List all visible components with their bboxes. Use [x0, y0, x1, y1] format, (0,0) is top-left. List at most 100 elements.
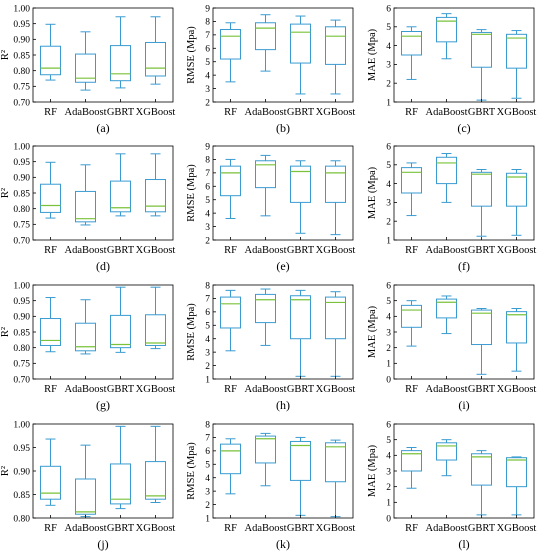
- chart-panel: 0 1 2 3 4 5 6 MAE (Mpa) RF AdaBoost GBRT XGBoost (i): [367, 281, 536, 412]
- box-iqr: [436, 298, 457, 319]
- category-label: AdaBoost: [65, 384, 107, 395]
- y-tick-label: 0.80: [13, 67, 30, 77]
- y-tick-label: 1: [386, 236, 391, 246]
- box-iqr: [471, 309, 492, 346]
- y-tick-label: 8: [205, 281, 210, 291]
- category-label: GBRT: [468, 107, 496, 118]
- box-iqr: [401, 450, 422, 472]
- category-label: XGBoost: [497, 384, 537, 395]
- box-iqr: [506, 172, 527, 207]
- box-iqr: [506, 311, 527, 344]
- category-label: AdaBoost: [65, 523, 107, 534]
- y-tick-label: 8: [205, 18, 210, 28]
- y-tick-label: 8: [205, 156, 210, 166]
- y-tick-label: 0.85: [13, 328, 30, 338]
- box-iqr: [436, 442, 457, 461]
- category-label: RF: [405, 107, 418, 118]
- y-tick-label: 1: [386, 98, 391, 108]
- category-label: GBRT: [468, 384, 496, 395]
- y-tick-label: 2: [205, 236, 210, 246]
- y-axis-label: MAE (Mpa): [367, 305, 378, 358]
- y-tick-label: 5: [386, 436, 391, 446]
- category-label: GBRT: [107, 245, 135, 256]
- box-iqr: [75, 322, 96, 352]
- box-iqr: [145, 179, 166, 213]
- y-tick-label: 6: [205, 447, 210, 457]
- y-tick-label: 0.80: [13, 344, 30, 354]
- y-tick-label: 3: [386, 328, 391, 338]
- box-iqr: [401, 304, 422, 328]
- box-iqr: [506, 457, 527, 488]
- panel-letter: (b): [276, 121, 290, 135]
- y-tick-label: 7: [205, 31, 210, 41]
- box-iqr: [401, 167, 422, 194]
- box-iqr: [75, 53, 96, 83]
- y-tick-label: 3: [205, 487, 210, 497]
- y-tick-label: 6: [386, 4, 391, 14]
- category-label: RF: [405, 523, 418, 534]
- y-axis-label: R²: [0, 50, 11, 60]
- box-iqr: [145, 41, 166, 77]
- category-label: AdaBoost: [245, 384, 287, 395]
- category-label: RF: [44, 107, 57, 118]
- box-iqr: [255, 22, 276, 51]
- box-iqr: [436, 156, 457, 185]
- plot-frame: [212, 7, 354, 103]
- y-tick-label: 4: [386, 313, 391, 323]
- y-tick-label: 5: [386, 161, 391, 171]
- category-label: XGBoost: [316, 523, 356, 534]
- chart-panel: 1 2 3 4 5 6 MAE (Mpa) RF AdaBoost GBRT XGBoost (c): [367, 4, 536, 135]
- panel-letter: (c): [457, 121, 470, 135]
- panel-letter: (j): [97, 537, 108, 551]
- category-label: RF: [405, 245, 418, 256]
- y-tick-label: 0.85: [13, 189, 30, 199]
- category-label: AdaBoost: [245, 107, 287, 118]
- y-tick-label: 0.75: [13, 83, 30, 93]
- panel-letter: (i): [458, 398, 469, 412]
- box-iqr: [290, 295, 311, 340]
- box-iqr: [220, 165, 241, 197]
- y-tick-label: 0.80: [13, 514, 30, 524]
- y-axis-label: RMSE (Mpa): [186, 26, 197, 84]
- category-label: RF: [44, 523, 57, 534]
- y-tick-label: 0.75: [13, 360, 30, 370]
- y-tick-label: 5: [386, 297, 391, 307]
- y-tick-label: 1.00: [13, 420, 30, 430]
- y-tick-label: 2: [205, 501, 210, 511]
- y-tick-label: 4: [205, 474, 210, 484]
- chart-panel: 0.70 0.75 0.80 0.85 0.90 0.95 1.00 R² RF AdaBoost…: [0, 4, 175, 135]
- category-label: XGBoost: [136, 245, 176, 256]
- y-tick-label: 6: [386, 420, 391, 430]
- category-label: XGBoost: [136, 107, 176, 118]
- box-iqr: [145, 461, 166, 500]
- category-label: GBRT: [107, 107, 135, 118]
- y-axis-label: RMSE (Mpa): [186, 164, 197, 222]
- box-iqr: [325, 442, 346, 483]
- y-tick-label: 1: [386, 360, 391, 370]
- category-label: GBRT: [468, 523, 496, 534]
- y-axis-label: R²: [0, 466, 11, 476]
- box-iqr: [471, 171, 492, 207]
- y-tick-label: 9: [205, 4, 210, 14]
- plot-frame: [212, 284, 354, 380]
- y-tick-label: 6: [205, 45, 210, 55]
- plot-frame: [32, 284, 174, 380]
- box-iqr: [325, 165, 346, 203]
- y-tick-label: 4: [386, 452, 391, 462]
- y-tick-label: 4: [205, 71, 210, 81]
- plot-frame: [212, 145, 354, 241]
- category-label: GBRT: [107, 384, 135, 395]
- y-tick-label: 1.00: [13, 4, 30, 14]
- panel-letter: (d): [96, 259, 110, 273]
- category-label: AdaBoost: [426, 523, 468, 534]
- box-iqr: [40, 465, 61, 500]
- y-axis-label: MAE (Mpa): [367, 166, 378, 219]
- plot-frame: [393, 284, 535, 380]
- y-tick-label: 0.70: [13, 98, 30, 108]
- panel-letter: (g): [96, 398, 110, 412]
- y-tick-label: 5: [205, 461, 210, 471]
- category-label: XGBoost: [136, 523, 176, 534]
- y-tick-label: 4: [386, 180, 391, 190]
- y-tick-label: 7: [205, 434, 210, 444]
- box-iqr: [401, 31, 422, 56]
